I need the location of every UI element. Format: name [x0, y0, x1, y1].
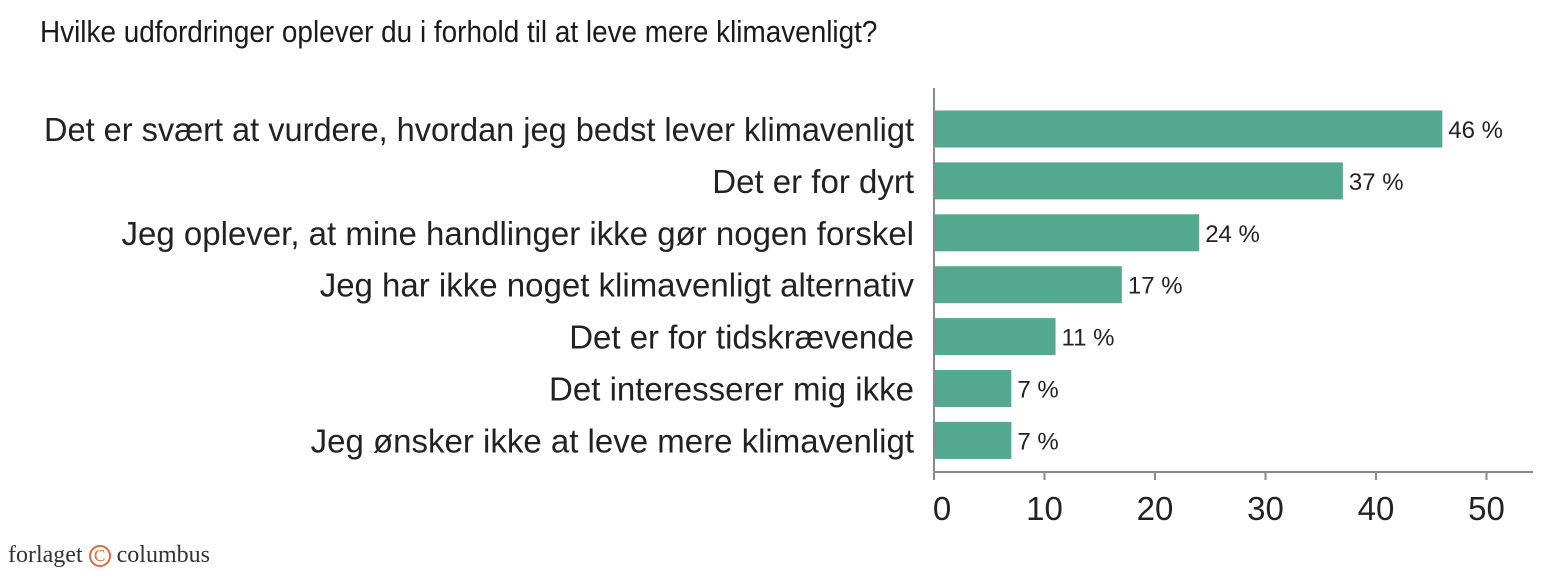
value-label: 11 %: [1062, 325, 1115, 352]
value-label: 46 %: [1448, 117, 1503, 144]
category-label: Jeg har ikke noget klimavenligt alternat…: [320, 267, 915, 304]
value-label: 37 %: [1349, 169, 1404, 196]
bar: [934, 162, 1343, 200]
bar: [934, 318, 1056, 356]
category-label: Det er svært at vurdere, hvordan jeg bed…: [44, 111, 914, 148]
bar: [934, 266, 1122, 304]
copyright-c-icon: C: [88, 544, 111, 567]
x-tick-label: 20: [1137, 490, 1174, 527]
x-tick-label: 30: [1247, 490, 1284, 527]
value-label: 7 %: [1017, 428, 1058, 455]
category-label: Jeg oplever, at mine handlinger ikke gør…: [122, 215, 914, 252]
x-tick-label: 40: [1358, 490, 1395, 527]
x-tick-label: 50: [1468, 490, 1505, 527]
bar: [934, 214, 1200, 252]
category-label: Det er for dyrt: [712, 163, 914, 200]
x-tick-label: 10: [1026, 490, 1063, 527]
category-label: Det er for tidskrævende: [569, 319, 914, 356]
value-label: 24 %: [1205, 221, 1260, 248]
bar: [934, 110, 1443, 148]
horizontal-bar-chart: Det er svært at vurdere, hvordan jeg bed…: [44, 88, 1533, 527]
chart-title: Hvilke udfordringer oplever du i forhold…: [40, 14, 878, 49]
x-tick-label: 0: [933, 490, 951, 527]
bar: [934, 421, 1012, 459]
publisher-logo: forlaget C columbus: [8, 542, 210, 569]
logo-text-forlaget: forlaget: [8, 542, 83, 568]
value-label: 17 %: [1128, 273, 1183, 300]
value-label: 7 %: [1017, 377, 1058, 404]
category-label: Jeg ønsker ikke at leve mere klimavenlig…: [311, 422, 914, 459]
bar: [934, 370, 1012, 407]
category-label: Det interesserer mig ikke: [549, 371, 914, 408]
logo-text-columbus: columbus: [116, 542, 210, 568]
